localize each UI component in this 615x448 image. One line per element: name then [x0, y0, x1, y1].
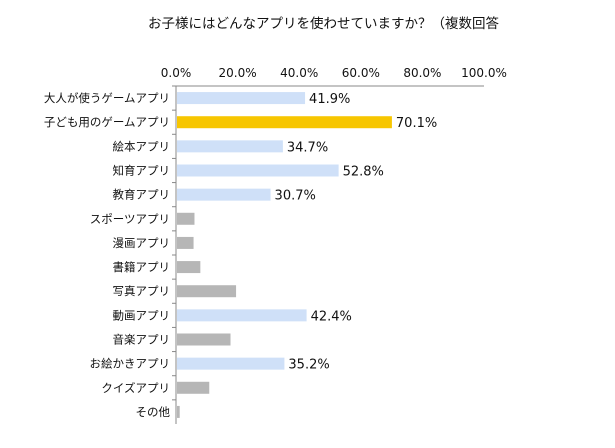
bar: [177, 357, 285, 370]
bar: [177, 188, 271, 201]
bar: [177, 309, 307, 322]
category-label: その他: [136, 405, 171, 419]
chart-title: お子様にはどんなアプリを使わせていますか？（複数回答: [148, 16, 499, 32]
category-label: 動画アプリ: [113, 308, 171, 322]
x-tick-label: 20.0%: [219, 66, 257, 80]
category-label: スポーツアプリ: [90, 212, 170, 226]
category-label: 教育アプリ: [113, 188, 171, 202]
bar: [177, 261, 201, 274]
x-tick-label: 80.0%: [403, 66, 441, 80]
bar: [177, 164, 339, 177]
data-label: 41.9%: [309, 92, 350, 107]
category-label: お絵かきアプリ: [90, 357, 171, 371]
category-label: 音楽アプリ: [113, 333, 171, 347]
data-label: 52.8%: [343, 165, 384, 180]
category-label: 書籍アプリ: [113, 260, 171, 274]
bar: [177, 285, 237, 298]
data-label: 35.2%: [288, 358, 329, 373]
category-label: 知育アプリ: [113, 164, 171, 178]
bar: [177, 92, 306, 105]
bar: [177, 212, 195, 225]
category-label: 子ども用のゲームアプリ: [44, 115, 170, 129]
x-tick-label: 0.0%: [161, 66, 192, 80]
bar: [177, 405, 180, 418]
bar: [177, 236, 194, 249]
category-label: 絵本アプリ: [113, 139, 171, 153]
category-label: 大人が使うゲームアプリ: [44, 91, 170, 105]
bar: [177, 140, 283, 153]
data-label: 34.7%: [287, 140, 328, 155]
data-label: 30.7%: [275, 189, 316, 204]
data-label: 70.1%: [396, 116, 437, 131]
bar: [177, 116, 392, 129]
x-axis-ticks: 0.0% 20.0% 40.0% 60.0% 80.0% 100.0%: [161, 66, 507, 80]
category-label: 写真アプリ: [113, 284, 171, 298]
bar: [177, 333, 231, 346]
x-tick-label: 60.0%: [342, 66, 380, 80]
axes: [172, 85, 484, 424]
data-label: 42.4%: [311, 309, 352, 324]
x-tick-label: 100.0%: [461, 66, 507, 80]
category-label: クイズアプリ: [101, 381, 170, 395]
category-label: 漫画アプリ: [113, 236, 171, 250]
category-labels: 大人が使うゲームアプリ子ども用のゲームアプリ絵本アプリ知育アプリ教育アプリスポー…: [44, 91, 171, 419]
bars: [177, 92, 392, 418]
bar: [177, 381, 210, 394]
data-labels: 41.9% 70.1% 34.7% 52.8% 30.7% 42.4% 35.2%: [275, 92, 438, 373]
x-tick-label: 40.0%: [280, 66, 318, 80]
